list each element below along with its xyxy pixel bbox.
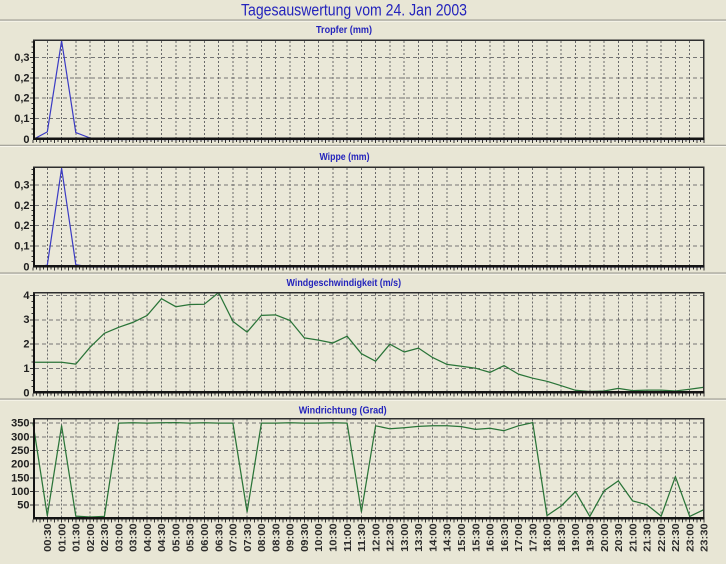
svg-text:05:00: 05:00 <box>171 523 183 552</box>
svg-text:12:30: 12:30 <box>385 523 397 552</box>
svg-text:16:00: 16:00 <box>485 523 497 552</box>
svg-text:13:00: 13:00 <box>399 523 411 552</box>
svg-text:0,2: 0,2 <box>14 93 29 105</box>
svg-text:15:30: 15:30 <box>470 523 482 552</box>
svg-text:0,3: 0,3 <box>14 179 29 191</box>
svg-text:0,2: 0,2 <box>14 200 29 212</box>
svg-text:19:30: 19:30 <box>585 523 597 552</box>
svg-text:09:00: 09:00 <box>285 523 297 552</box>
svg-text:Tagesauswertung vom 24. Jan 20: Tagesauswertung vom 24. Jan 2003 <box>241 2 467 20</box>
svg-text:0,3: 0,3 <box>14 52 29 64</box>
svg-text:12:00: 12:00 <box>370 523 382 552</box>
svg-text:300: 300 <box>11 431 29 443</box>
svg-text:0,2: 0,2 <box>14 220 29 232</box>
svg-text:02:00: 02:00 <box>85 523 97 552</box>
svg-text:0: 0 <box>23 388 29 400</box>
svg-text:06:30: 06:30 <box>213 523 225 552</box>
svg-text:Wippe (mm): Wippe (mm) <box>320 151 370 163</box>
svg-text:08:30: 08:30 <box>270 523 282 552</box>
svg-text:0: 0 <box>23 134 29 146</box>
svg-text:17:30: 17:30 <box>527 523 539 552</box>
svg-text:05:30: 05:30 <box>185 523 197 552</box>
svg-text:02:30: 02:30 <box>99 523 111 552</box>
svg-text:19:00: 19:00 <box>570 523 582 552</box>
svg-text:08:00: 08:00 <box>256 523 268 552</box>
svg-text:10:30: 10:30 <box>328 523 340 552</box>
svg-text:0,1: 0,1 <box>14 113 29 125</box>
svg-text:01:00: 01:00 <box>56 523 68 552</box>
svg-text:1: 1 <box>23 363 29 375</box>
svg-text:04:00: 04:00 <box>142 523 154 552</box>
svg-text:07:30: 07:30 <box>242 523 254 552</box>
svg-text:2: 2 <box>23 339 29 351</box>
svg-text:13:30: 13:30 <box>413 523 425 552</box>
svg-text:3: 3 <box>23 314 29 326</box>
svg-text:04:30: 04:30 <box>156 523 168 552</box>
svg-text:14:00: 14:00 <box>427 523 439 552</box>
svg-text:20:30: 20:30 <box>613 523 625 552</box>
svg-text:Windgeschwindigkeit (m/s): Windgeschwindigkeit (m/s) <box>287 277 402 289</box>
svg-text:Windrichtung (Grad): Windrichtung (Grad) <box>299 405 387 417</box>
svg-text:Tropfer (mm): Tropfer (mm) <box>316 24 372 36</box>
svg-text:0,2: 0,2 <box>14 72 29 84</box>
svg-text:10:00: 10:00 <box>313 523 325 552</box>
svg-text:18:00: 18:00 <box>542 523 554 552</box>
svg-text:06:00: 06:00 <box>199 523 211 552</box>
svg-text:350: 350 <box>11 418 29 430</box>
svg-text:250: 250 <box>11 445 29 457</box>
svg-text:4: 4 <box>23 290 30 302</box>
svg-text:11:00: 11:00 <box>342 523 354 552</box>
svg-text:50: 50 <box>17 500 29 512</box>
svg-text:17:00: 17:00 <box>513 523 525 552</box>
svg-text:23:30: 23:30 <box>699 523 711 552</box>
svg-text:15:00: 15:00 <box>456 523 468 552</box>
svg-text:22:30: 22:30 <box>670 523 682 552</box>
svg-text:03:00: 03:00 <box>113 523 125 552</box>
svg-text:200: 200 <box>11 459 29 471</box>
svg-text:11:30: 11:30 <box>356 523 368 552</box>
svg-text:07:00: 07:00 <box>228 523 240 552</box>
svg-text:20:00: 20:00 <box>599 523 611 552</box>
svg-text:03:30: 03:30 <box>128 523 140 552</box>
svg-text:22:00: 22:00 <box>656 523 668 552</box>
svg-text:09:30: 09:30 <box>299 523 311 552</box>
svg-text:00:30: 00:30 <box>42 523 54 552</box>
svg-text:14:30: 14:30 <box>442 523 454 552</box>
svg-text:18:30: 18:30 <box>556 523 568 552</box>
svg-text:21:00: 21:00 <box>627 523 639 552</box>
svg-text:0,1: 0,1 <box>14 241 29 253</box>
svg-text:0: 0 <box>23 262 29 274</box>
svg-text:16:30: 16:30 <box>499 523 511 552</box>
svg-text:01:30: 01:30 <box>71 523 83 552</box>
svg-text:150: 150 <box>11 472 29 484</box>
svg-text:100: 100 <box>11 486 29 498</box>
svg-text:23:00: 23:00 <box>684 523 696 552</box>
svg-text:21:30: 21:30 <box>642 523 654 552</box>
